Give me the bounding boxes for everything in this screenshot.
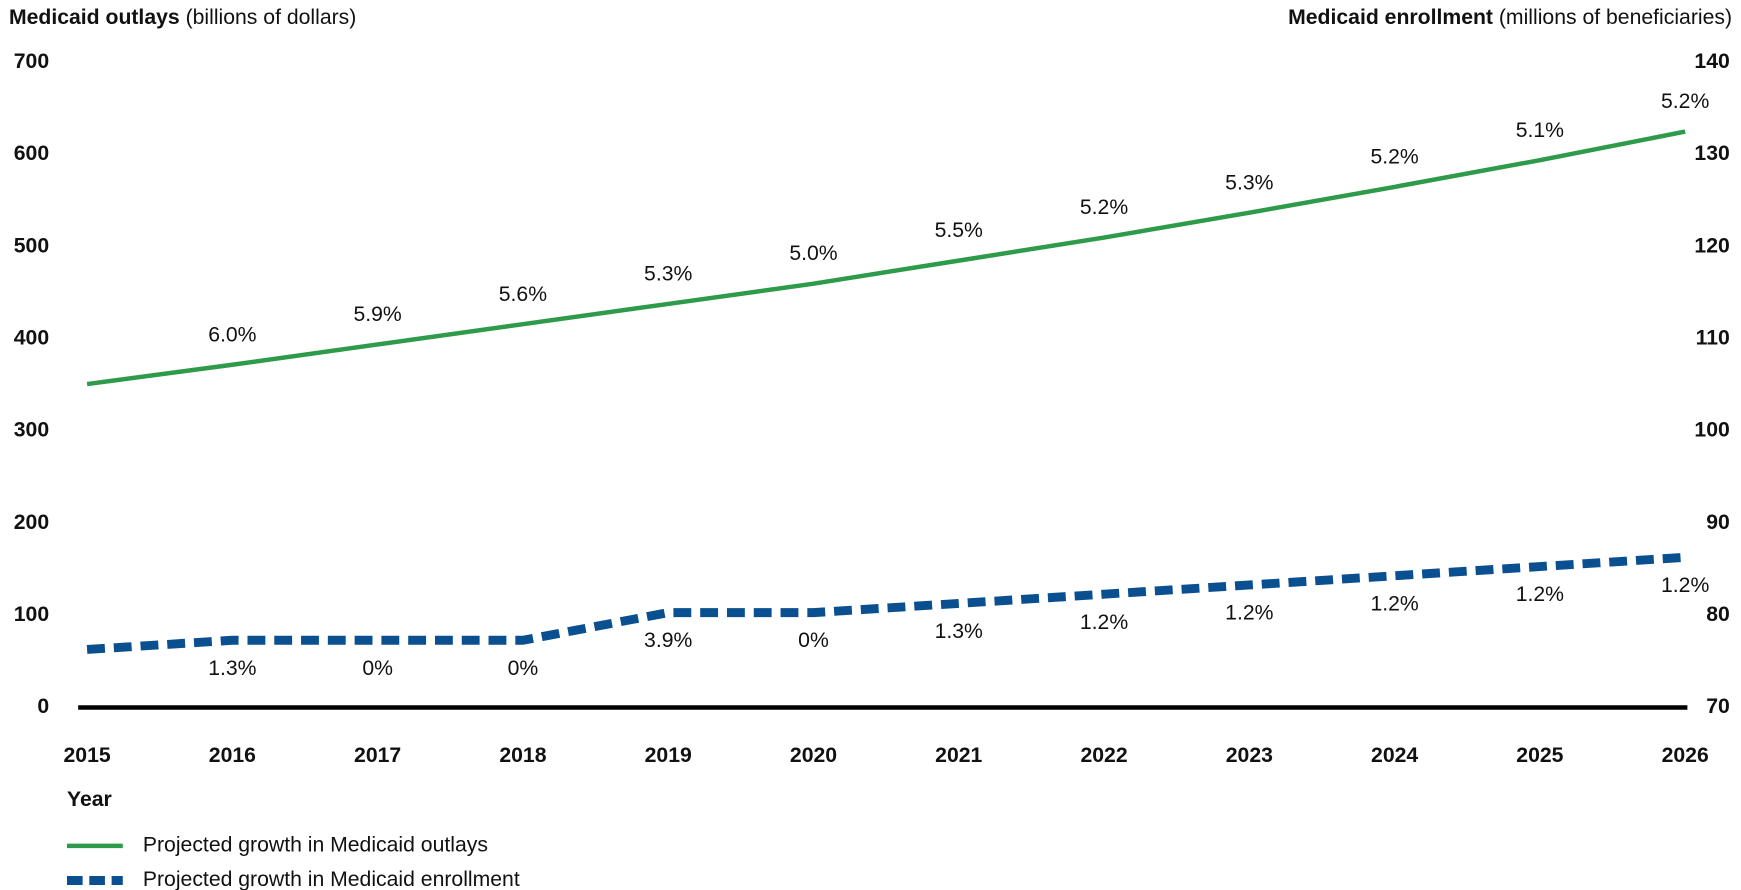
x-tick-label: 2022 — [1080, 744, 1127, 767]
growth-label: 5.0% — [789, 242, 837, 265]
growth-label: 0% — [508, 657, 539, 680]
y-tick-label: 200 — [14, 511, 49, 534]
y-tick-label: 700 — [14, 50, 49, 73]
y-tick-label: 600 — [14, 142, 49, 165]
x-tick-label: 2016 — [209, 744, 256, 767]
x-tick-label: 2026 — [1662, 744, 1709, 767]
y2-axis-title-unit: (millions of beneficiaries) — [1499, 5, 1732, 28]
growth-label: 5.3% — [1225, 171, 1273, 194]
x-tick-label: 2015 — [64, 744, 111, 767]
legend-label: Projected growth in Medicaid enrollment — [143, 868, 520, 890]
y-tick-label: 300 — [14, 419, 49, 442]
growth-label: 5.2% — [1661, 90, 1709, 113]
legend-label: Projected growth in Medicaid outlays — [143, 834, 488, 857]
y2-tick-label: 90 — [1706, 511, 1730, 534]
y-tick-label: 100 — [14, 603, 49, 626]
growth-label: 1.2% — [1516, 583, 1564, 606]
y2-tick-label: 110 — [1696, 327, 1730, 350]
y2-axis-title-bold: Medicaid enrollment — [1288, 5, 1493, 28]
y2-tick-label: 130 — [1694, 142, 1729, 165]
y2-tick-label: 70 — [1706, 695, 1730, 718]
growth-label: 0% — [798, 629, 829, 652]
y-axis-title-bold: Medicaid outlays — [9, 5, 180, 28]
y-tick-label: 500 — [14, 234, 49, 257]
x-tick-label: 2020 — [790, 744, 837, 767]
y2-tick-label: 140 — [1694, 50, 1729, 73]
growth-label: 1.3% — [935, 620, 983, 643]
x-tick-label: 2018 — [499, 744, 546, 767]
y2-tick-label: 120 — [1694, 234, 1729, 257]
y-tick-label: 400 — [14, 327, 49, 350]
growth-label: 1.2% — [1080, 611, 1128, 634]
growth-label: 5.1% — [1516, 119, 1564, 142]
growth-label: 5.3% — [644, 263, 692, 286]
growth-label: 5.2% — [1080, 196, 1128, 219]
x-tick-label: 2024 — [1371, 744, 1418, 767]
x-tick-label: 2021 — [935, 744, 982, 767]
x-tick-label: 2025 — [1516, 744, 1563, 767]
series-line — [86, 552, 1686, 654]
y2-axis-title: Medicaid enrollment (millions of benefic… — [1288, 5, 1732, 28]
y-tick-label: 0 — [37, 695, 49, 718]
growth-label: 5.2% — [1370, 145, 1418, 168]
growth-label: 5.5% — [935, 219, 983, 242]
growth-label: 1.2% — [1661, 574, 1709, 597]
growth-label: 3.9% — [644, 629, 692, 652]
growth-label: 6.0% — [208, 323, 256, 346]
growth-label: 1.2% — [1370, 592, 1418, 615]
y2-tick-label: 100 — [1694, 419, 1729, 442]
y-axis-title-unit: (billions of dollars) — [186, 5, 357, 28]
x-tick-label: 2017 — [354, 744, 401, 767]
growth-label: 5.6% — [499, 283, 547, 306]
growth-label: 1.3% — [208, 657, 256, 680]
growth-label: 0% — [362, 657, 393, 680]
x-tick-label: 2019 — [645, 744, 692, 767]
growth-label: 1.2% — [1225, 602, 1273, 625]
x-tick-label: 2023 — [1226, 744, 1273, 767]
series-line — [86, 129, 1686, 387]
x-axis-title: Year — [67, 788, 112, 811]
y2-tick-label: 80 — [1706, 603, 1730, 626]
y-axis-title: Medicaid outlays (billions of dollars) — [9, 5, 356, 28]
growth-label: 5.9% — [353, 303, 401, 326]
